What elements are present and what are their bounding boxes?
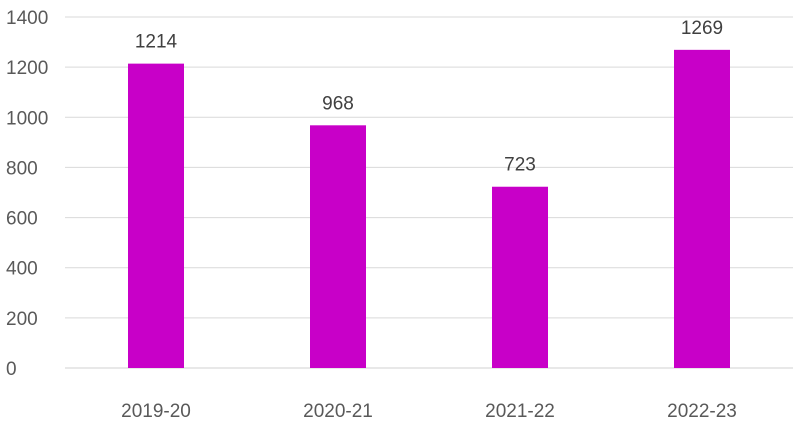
y-tick-label: 1400 bbox=[6, 8, 48, 29]
y-tick-label: 600 bbox=[6, 209, 38, 230]
data-labels: 1214 968 723 1269 bbox=[135, 18, 723, 176]
y-tick-label: 200 bbox=[6, 309, 38, 330]
x-axis-tick-labels: 2019-20 2020-21 2021-22 2022-23 bbox=[121, 401, 737, 422]
bars bbox=[128, 49, 730, 369]
bar-2019-20 bbox=[128, 63, 184, 368]
y-tick-label: 1200 bbox=[6, 58, 48, 79]
y-tick-label: 400 bbox=[6, 259, 38, 280]
x-tick-label: 2020-21 bbox=[303, 401, 373, 422]
y-tick-label: 1000 bbox=[6, 108, 48, 129]
data-label: 1214 bbox=[135, 32, 178, 53]
data-label: 1269 bbox=[681, 18, 723, 39]
x-tick-label: 2022-23 bbox=[667, 401, 737, 422]
bar-2021-22 bbox=[492, 186, 548, 368]
data-label: 968 bbox=[322, 93, 354, 114]
bar-2020-21 bbox=[310, 125, 366, 369]
y-tick-label: 0 bbox=[6, 359, 17, 380]
data-label: 723 bbox=[504, 155, 536, 176]
bar-2022-23 bbox=[674, 49, 730, 369]
x-tick-label: 2021-22 bbox=[485, 401, 555, 422]
y-axis-tick-labels: 0 200 400 600 800 1000 1200 1400 bbox=[6, 8, 48, 380]
y-tick-label: 800 bbox=[6, 158, 38, 179]
gridlines bbox=[65, 16, 793, 369]
x-tick-label: 2019-20 bbox=[121, 401, 191, 422]
